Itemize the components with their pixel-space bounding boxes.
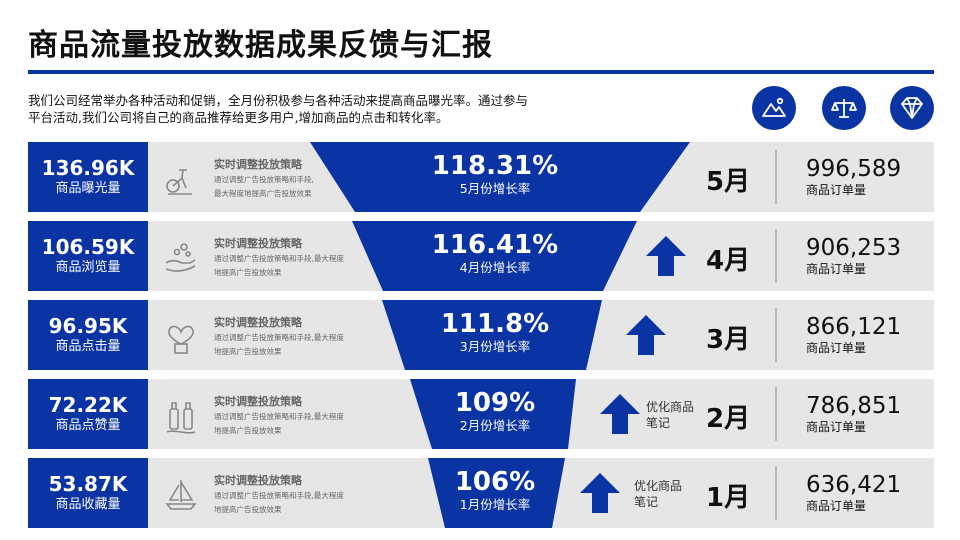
row-separator	[775, 150, 777, 204]
month-label: 5月	[706, 167, 751, 197]
intro-text: 我们公司经常举办各种活动和促销，全月份积极参与各种活动来提高商品曝光率。通过参与…	[28, 92, 638, 126]
strategy-text-1: 通过调整广告投放策略和手段,最大程度	[214, 412, 344, 421]
metric-label: 商品曝光量	[55, 181, 121, 196]
orders-label: 商品订单量	[806, 262, 867, 276]
note-text: 优化商品 笔记	[646, 399, 706, 431]
growth-value: 116.41%	[431, 230, 559, 260]
orders-value: 866,121	[806, 314, 902, 340]
page-title: 商品流量投放数据成果反馈与汇报	[28, 28, 493, 63]
growth-rate: 111.8% 3月份增长率	[395, 309, 595, 355]
note-text: 优化商品 笔记	[634, 478, 694, 510]
metric-value: 53.87K	[48, 472, 128, 496]
note-line-2: 笔记	[634, 495, 659, 509]
orders-value: 786,851	[806, 393, 902, 419]
metric-box: 136.96K 商品曝光量	[28, 142, 148, 212]
diamond-icon	[890, 86, 934, 130]
orders-block: 636,421 商品订单量	[806, 472, 901, 514]
growth-rate: 118.31% 5月份增长率	[395, 151, 595, 197]
strategy-text-2: 地提高广告投放效果	[214, 268, 282, 277]
month-label: 3月	[706, 325, 751, 355]
metric-label: 商品点赞量	[55, 418, 121, 433]
metric-value: 96.95K	[48, 314, 128, 338]
note-line-2: 笔记	[646, 416, 671, 430]
growth-rate: 109% 2月份增长率	[395, 388, 595, 434]
row-separator	[775, 387, 777, 441]
strategy-text-1: 通过调整广告投放策略和手段,最大程度	[214, 491, 344, 500]
strategy-description: 实时调整投放策略通过调整广告投放策略和手段, 最大程度地提高广告投放效果	[214, 158, 374, 200]
orders-block: 866,121 商品订单量	[806, 314, 901, 356]
intro-line-1: 我们公司经常举办各种活动和促销，全月份积极参与各种活动来提高商品曝光率。通过参与	[28, 93, 529, 108]
strategy-title: 实时调整投放策略	[214, 395, 302, 408]
metric-label: 商品点击量	[55, 339, 121, 354]
hand-coins-icon	[162, 239, 200, 277]
intro-line-2: 平台活动,我们公司将自己的商品推荐给更多用户,增加商品的点击和转化率。	[28, 110, 449, 125]
strategy-text-2: 最大程度地提高广告投放效果	[214, 189, 312, 198]
up-arrow-icon	[626, 315, 666, 355]
bottles-icon	[162, 397, 200, 435]
growth-rate: 106% 1月份增长率	[395, 467, 595, 513]
strategy-title: 实时调整投放策略	[214, 316, 302, 329]
exercise-bike-icon	[162, 160, 200, 198]
orders-value: 996,589	[806, 156, 902, 182]
note-line-1: 优化商品	[646, 400, 695, 414]
strategy-title: 实时调整投放策略	[214, 237, 302, 250]
title-underline	[28, 70, 934, 74]
sailboat-icon	[162, 476, 200, 514]
strategy-title: 实时调整投放策略	[214, 158, 302, 171]
strategy-description: 实时调整投放策略通过调整广告投放策略和手段,最大程度地提高广告投放效果	[214, 474, 374, 516]
strategy-text-1: 通过调整广告投放策略和手段,最大程度	[214, 333, 344, 342]
mountain-picture-icon	[752, 86, 796, 130]
metric-value: 106.59K	[41, 235, 135, 259]
orders-label: 商品订单量	[806, 183, 867, 197]
metric-value: 136.96K	[41, 156, 135, 180]
up-arrow-icon	[646, 236, 686, 276]
orders-label: 商品订单量	[806, 341, 867, 355]
heart-gift-icon	[162, 318, 200, 356]
growth-label: 2月份增长率	[459, 418, 531, 433]
orders-block: 906,253 商品订单量	[806, 235, 901, 277]
note-line-1: 优化商品	[634, 479, 683, 493]
strategy-text-1: 通过调整广告投放策略和手段,	[214, 175, 314, 184]
balance-scale-icon	[822, 86, 866, 130]
orders-value: 906,253	[806, 235, 902, 261]
up-arrow-icon	[580, 473, 620, 513]
metric-box: 53.87K 商品收藏量	[28, 458, 148, 528]
row-separator	[775, 308, 777, 362]
metric-box: 72.22K 商品点赞量	[28, 379, 148, 449]
month-label: 1月	[706, 483, 751, 513]
orders-block: 996,589 商品订单量	[806, 156, 901, 198]
growth-value: 111.8%	[440, 309, 550, 339]
metric-label: 商品浏览量	[55, 260, 121, 275]
orders-block: 786,851 商品订单量	[806, 393, 901, 435]
orders-value: 636,421	[806, 472, 902, 498]
orders-label: 商品订单量	[806, 420, 867, 434]
growth-label: 4月份增长率	[459, 260, 531, 275]
growth-value: 109%	[454, 388, 536, 418]
strategy-text-1: 通过调整广告投放策略和手段,最大程度	[214, 254, 344, 263]
month-label: 4月	[706, 246, 751, 276]
growth-label: 3月份增长率	[459, 339, 531, 354]
strategy-description: 实时调整投放策略通过调整广告投放策略和手段,最大程度地提高广告投放效果	[214, 237, 374, 279]
growth-label: 5月份增长率	[459, 181, 531, 196]
metric-box: 96.95K 商品点击量	[28, 300, 148, 370]
strategy-title: 实时调整投放策略	[214, 474, 302, 487]
strategy-text-2: 地提高广告投放效果	[214, 347, 282, 356]
strategy-text-2: 地提高广告投放效果	[214, 505, 282, 514]
growth-value: 118.31%	[431, 151, 559, 181]
row-separator	[775, 229, 777, 283]
metric-value: 72.22K	[48, 393, 128, 417]
metric-box: 106.59K 商品浏览量	[28, 221, 148, 291]
up-arrow-icon	[600, 394, 640, 434]
growth-label: 1月份增长率	[459, 497, 531, 512]
strategy-text-2: 地提高广告投放效果	[214, 426, 282, 435]
row-separator	[775, 466, 777, 520]
orders-label: 商品订单量	[806, 499, 867, 513]
growth-rate: 116.41% 4月份增长率	[395, 230, 595, 276]
growth-value: 106%	[454, 467, 536, 497]
strategy-description: 实时调整投放策略通过调整广告投放策略和手段,最大程度地提高广告投放效果	[214, 316, 374, 358]
strategy-description: 实时调整投放策略通过调整广告投放策略和手段,最大程度地提高广告投放效果	[214, 395, 374, 437]
metric-label: 商品收藏量	[55, 497, 121, 512]
month-label: 2月	[706, 404, 751, 434]
